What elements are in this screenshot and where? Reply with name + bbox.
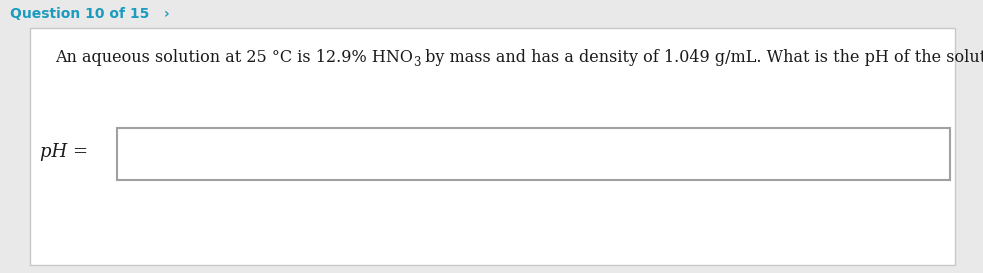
Text: An aqueous solution at 25 °C is 12.9% HNO: An aqueous solution at 25 °C is 12.9% HN… bbox=[55, 49, 413, 66]
Text: Question 10 of 15   ›: Question 10 of 15 › bbox=[10, 7, 170, 21]
Text: pH =: pH = bbox=[40, 143, 88, 161]
Text: 3: 3 bbox=[413, 55, 421, 69]
FancyBboxPatch shape bbox=[30, 28, 955, 265]
Text: by mass and has a density of 1.049 g/mL. What is the pH of the solution?: by mass and has a density of 1.049 g/mL.… bbox=[421, 49, 983, 66]
Bar bbox=[117, 128, 950, 180]
